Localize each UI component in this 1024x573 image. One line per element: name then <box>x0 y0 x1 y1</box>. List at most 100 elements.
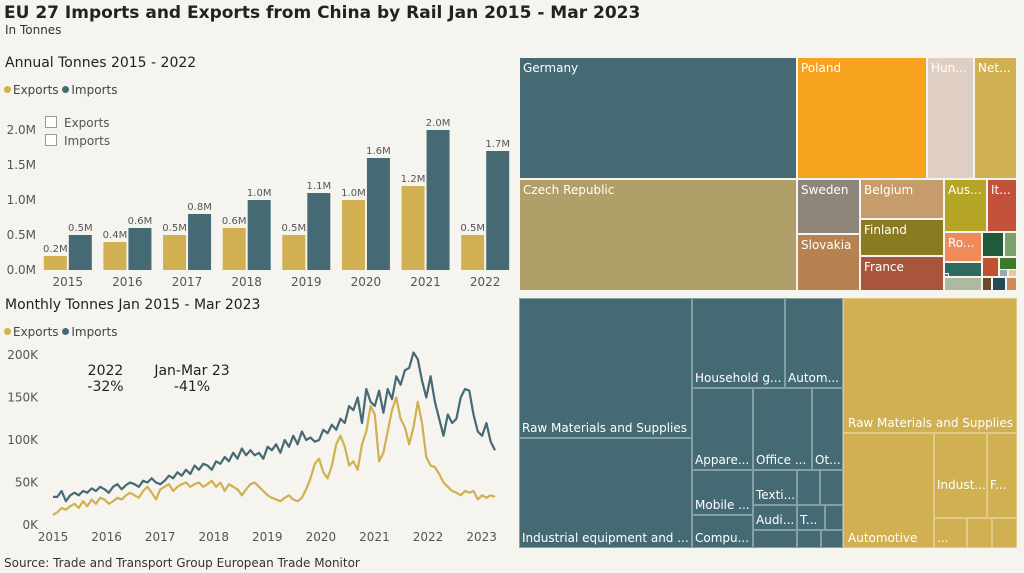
x-tick-label: 2015 <box>53 275 84 289</box>
product-small-7[interactable] <box>967 518 992 548</box>
product-t-label: T... <box>800 513 818 527</box>
treemap-country-16[interactable] <box>982 257 999 277</box>
bar-label-imports: 0.5M <box>68 223 93 234</box>
product-computers[interactable]: Compu... <box>692 515 753 548</box>
product-small-4[interactable] <box>753 530 797 548</box>
bar-exports-2018 <box>222 228 246 270</box>
bar-imports-2015 <box>68 235 92 270</box>
treemap-country-4[interactable]: Czech Republic <box>519 179 797 291</box>
bar-exports-2021 <box>401 186 425 270</box>
treemap-country-9[interactable]: Slovakia <box>797 234 860 291</box>
checkbox-imports[interactable]: Imports <box>45 134 110 148</box>
treemap-country-12[interactable]: Ro... <box>944 232 982 262</box>
product-mobile[interactable]: Mobile ... <box>692 470 753 515</box>
legend-imports[interactable]: Imports <box>62 325 117 339</box>
annual-bar-chart: 0.0M0.5M1.0M1.5M2.0M0.2M0.5M20150.4M0.6M… <box>7 118 510 289</box>
page-title: EU 27 Imports and Exports from China by … <box>4 3 641 23</box>
bar-label-exports: 0.5M <box>460 223 485 234</box>
treemap-country-14[interactable] <box>1004 232 1017 257</box>
treemap-country-11[interactable]: France <box>860 256 944 291</box>
treemap-country-7[interactable]: Aus... <box>944 179 987 232</box>
treemap-country-19[interactable] <box>982 277 992 291</box>
product-apparel-label: Appare... <box>695 453 750 467</box>
product-small-6[interactable] <box>821 530 843 548</box>
treemap-country-3[interactable]: Net... <box>974 57 1017 179</box>
treemap-country-label: Aus... <box>948 183 982 197</box>
y-tick-label: 0.5M <box>7 228 36 242</box>
bar-exports-2020 <box>341 200 365 270</box>
y-tick-label: 0.0M <box>7 263 36 277</box>
bar-imports-2016 <box>128 228 152 270</box>
treemap-country-18[interactable] <box>944 277 982 291</box>
product-ellipsis[interactable]: ... <box>934 518 967 548</box>
product-raw-materials-imports[interactable]: Raw Materials and Supplies <box>519 298 692 438</box>
product-textile[interactable]: Texti... <box>753 470 797 505</box>
product-apparel[interactable]: Appare... <box>692 388 753 470</box>
treemap-country-21[interactable] <box>1006 277 1017 291</box>
legend-imports[interactable]: Imports <box>62 83 117 97</box>
bar-label-exports: 0.4M <box>103 230 128 241</box>
legend-exports[interactable]: Exports <box>4 325 59 339</box>
x-tick-label: 2017 <box>145 530 176 544</box>
treemap-country-label: France <box>864 260 904 274</box>
checkbox-icon <box>45 134 57 146</box>
product-industrial-equipment[interactable]: Industrial equipment and ... <box>519 438 692 548</box>
bar-label-imports: 0.6M <box>128 216 153 227</box>
product-automotive-exports-label: Automotive <box>848 531 918 545</box>
y-tick-label: 100K <box>7 433 39 447</box>
treemap-country-label: Ro... <box>948 236 975 250</box>
product-small-1[interactable] <box>797 470 820 505</box>
treemap-country-15[interactable] <box>944 262 982 277</box>
product-ellipsis-label: ... <box>937 531 949 545</box>
product-raw-materials-exports[interactable]: Raw Materials and Supplies <box>843 298 1017 433</box>
treemap-country-6[interactable]: Belgium <box>860 179 944 219</box>
product-t[interactable]: T... <box>797 505 825 530</box>
product-mobile-label: Mobile ... <box>695 498 750 512</box>
treemap-country-label: Poland <box>801 61 842 75</box>
monthly-line-chart: 0K 50K 100K 150K 200K 2015 2016 2017 2018 2019 202… <box>7 348 497 544</box>
product-f[interactable]: F... <box>987 433 1017 518</box>
line-exports <box>52 396 496 516</box>
source-note: Source: Trade and Transport Group Europe… <box>4 556 360 570</box>
product-other[interactable]: Ot... <box>812 388 843 470</box>
product-small-3[interactable] <box>825 505 843 530</box>
product-industrial-exports[interactable]: Indust... <box>934 433 987 518</box>
x-tick-label: 2022 <box>413 530 444 544</box>
checkbox-exports[interactable]: Exports <box>45 116 110 130</box>
exports-dot-icon <box>4 328 11 335</box>
treemap-country-5[interactable]: Sweden <box>797 179 860 234</box>
bar-label-imports: 2.0M <box>426 118 451 129</box>
treemap-country-10[interactable]: Finland <box>860 219 944 256</box>
treemap-country-8[interactable]: It... <box>987 179 1017 232</box>
treemap-country-24[interactable] <box>944 273 949 277</box>
legend-exports[interactable]: Exports <box>4 83 59 97</box>
product-automotive-exports[interactable]: Automotive <box>843 433 934 548</box>
x-tick-label: 2016 <box>112 275 143 289</box>
y-tick-label: 1.5M <box>7 158 36 172</box>
treemap-country-2[interactable]: Hun... <box>927 57 974 179</box>
x-tick-label: 2020 <box>306 530 337 544</box>
product-office[interactable]: Office ... <box>753 388 812 470</box>
product-automotive-imports[interactable]: Autom... <box>785 298 843 388</box>
product-small-8[interactable] <box>992 518 1017 548</box>
treemap-country-label: Slovakia <box>801 238 852 252</box>
bar-imports-2018 <box>247 200 271 270</box>
bar-label-exports: 0.2M <box>43 244 68 255</box>
product-small-5[interactable] <box>797 530 821 548</box>
treemap-country-1[interactable]: Poland <box>797 57 927 179</box>
x-tick-label: 2015 <box>38 530 69 544</box>
product-household[interactable]: Household g... <box>692 298 785 388</box>
product-household-label: Household g... <box>695 371 782 385</box>
product-computers-label: Compu... <box>695 531 750 545</box>
x-tick-label: 2017 <box>172 275 203 289</box>
treemap-country-13[interactable] <box>982 232 1004 257</box>
treemap-country-20[interactable] <box>992 277 1006 291</box>
bar-imports-2019 <box>307 193 331 270</box>
y-tick-label: 2.0M <box>7 123 36 137</box>
treemap-country-label: Sweden <box>801 183 849 197</box>
product-audio[interactable]: Audi... <box>753 505 797 530</box>
treemap-country-23[interactable] <box>1008 269 1017 277</box>
product-small-2[interactable] <box>820 470 843 505</box>
treemap-country-22[interactable] <box>999 269 1008 277</box>
treemap-country-0[interactable]: Germany <box>519 57 797 179</box>
